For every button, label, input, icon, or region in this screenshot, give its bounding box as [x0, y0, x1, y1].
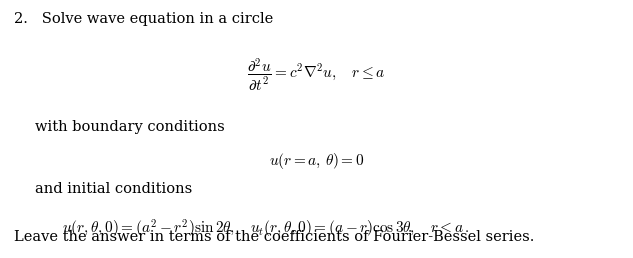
- Text: 2.   Solve wave equation in a circle: 2. Solve wave equation in a circle: [14, 12, 273, 26]
- Text: $u(r, \theta, 0) = (a^2 - r^2)\sin 2\theta, \quad u_t(r, \theta, 0) = (a - r)\co: $u(r, \theta, 0) = (a^2 - r^2)\sin 2\the…: [62, 218, 470, 240]
- Text: and initial conditions: and initial conditions: [35, 182, 192, 196]
- Text: $\dfrac{\partial^2 u}{\partial t^2} = c^2 \nabla^2 u, \quad r \leq a$: $\dfrac{\partial^2 u}{\partial t^2} = c^…: [247, 57, 386, 93]
- Text: Leave the answer in terms of the coefficients of Fourier-Bessel series.: Leave the answer in terms of the coeffic…: [14, 230, 534, 244]
- Text: with boundary conditions: with boundary conditions: [35, 120, 225, 134]
- Text: $u(r = a,\, \theta) = 0$: $u(r = a,\, \theta) = 0$: [269, 151, 364, 171]
